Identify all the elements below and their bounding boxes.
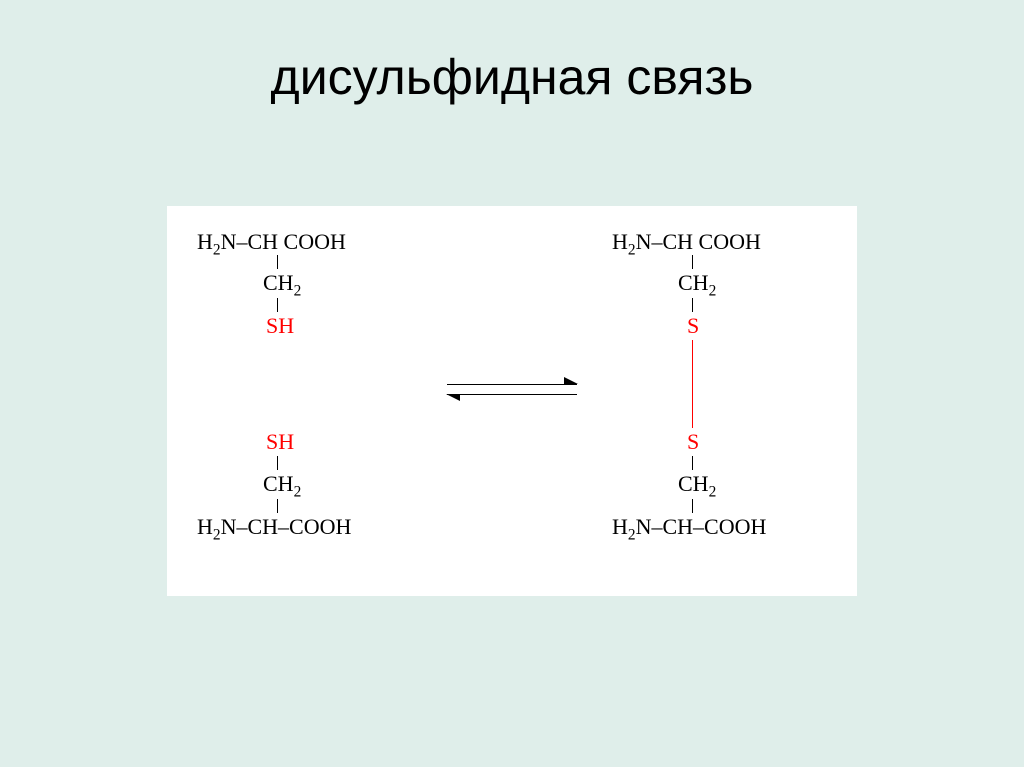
left-sh-bottom: SH bbox=[266, 431, 294, 453]
slide-title: дисульфидная связь bbox=[271, 48, 754, 106]
bond bbox=[277, 499, 278, 513]
left-ch2-top: CH2 bbox=[263, 272, 301, 299]
right-s-top: S bbox=[687, 315, 699, 337]
disulfide-bond bbox=[692, 340, 693, 428]
left-sh-top: SH bbox=[266, 315, 294, 337]
bond bbox=[692, 499, 693, 513]
bond bbox=[277, 456, 278, 470]
left-ch2-bottom: CH2 bbox=[263, 473, 301, 500]
bond bbox=[692, 456, 693, 470]
right-bottom-backbone: H2N–CH–COOH bbox=[612, 516, 766, 543]
left-bottom-backbone: H2N–CH–COOH bbox=[197, 516, 351, 543]
bond bbox=[692, 298, 693, 312]
right-s-bottom: S bbox=[687, 431, 699, 453]
chemical-diagram: H2N–CH COOH CH2 SH SH CH2 H2N–CH–COOH H2… bbox=[167, 206, 857, 596]
right-top-backbone: H2N–CH COOH bbox=[612, 231, 761, 258]
right-ch2-bottom: CH2 bbox=[678, 473, 716, 500]
right-ch2-top: CH2 bbox=[678, 272, 716, 299]
bond bbox=[277, 298, 278, 312]
left-top-backbone: H2N–CH COOH bbox=[197, 231, 346, 258]
bond bbox=[277, 255, 278, 269]
bond bbox=[692, 255, 693, 269]
